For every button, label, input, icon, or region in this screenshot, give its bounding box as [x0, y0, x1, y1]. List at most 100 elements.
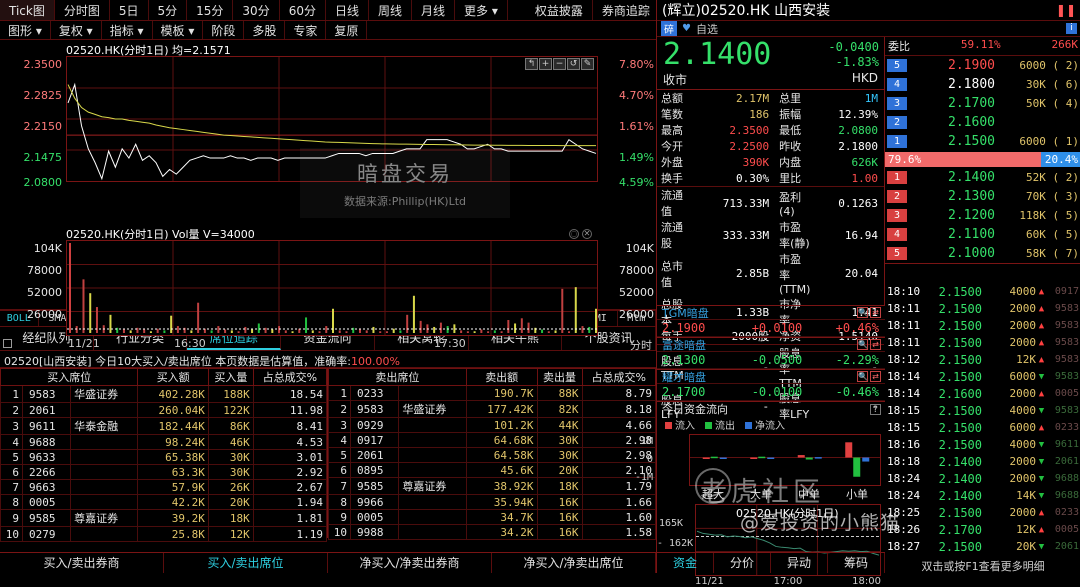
swap-icon[interactable]: ⇄ [870, 371, 881, 382]
right-tab-2[interactable]: 异动 [771, 553, 828, 573]
table-row[interactable]: 4 0917 64.68K 30K 2.98 [328, 432, 657, 448]
ask-level[interactable]: 1 2.1500 6000 ( 1) [885, 132, 1080, 151]
table-row[interactable]: 1 9583 华盛证券 402.28K 188K 18.54 [0, 385, 328, 403]
pause-icon[interactable]: ❚❚ [1055, 3, 1076, 17]
tick-row[interactable]: 18:24 2.1400 14K ▼ 9688 [885, 487, 1080, 504]
toolbar-expert[interactable]: 专家 [285, 21, 327, 39]
tick-row[interactable]: 18:16 2.1500 4000 ▼ 9611 [885, 436, 1080, 453]
chart-btn-zoomout-icon[interactable]: − [553, 58, 566, 70]
tick-row[interactable]: 18:14 2.1500 6000 ▼ 9583 [885, 368, 1080, 385]
tick-row[interactable]: 18:10 2.1500 4000 ▲ 0917 [885, 283, 1080, 300]
chart-btn-zoomin-icon[interactable]: + [539, 58, 552, 70]
tick-row[interactable]: 18:15 2.1500 6000 ▲ 0233 [885, 419, 1080, 436]
right-tab-0[interactable]: 资金 [657, 553, 714, 573]
tick-row[interactable]: 18:15 2.1500 4000 ▼ 9583 [885, 402, 1080, 419]
search-icon[interactable]: 🔍 [857, 371, 868, 382]
toolbar-shape[interactable]: 图形 ▾ [0, 21, 51, 39]
menu-monthly[interactable]: 月线 [412, 0, 456, 20]
menu-5min[interactable]: 5分 [149, 0, 188, 20]
right-tab-3[interactable]: 筹码 [828, 553, 885, 573]
table-row[interactable]: 10 0279 25.8K 12K 1.19 [0, 526, 328, 542]
menu-equity-disclosure[interactable]: 权益披露 [526, 0, 593, 20]
tick-row[interactable]: 18:25 2.1500 2000 ▲ 0233 [885, 504, 1080, 521]
ask-level[interactable]: 4 2.1800 30K ( 6) [885, 75, 1080, 94]
menu-broker-tracking[interactable]: 券商追踪 [593, 0, 660, 20]
tick-list[interactable]: 18:10 2.1500 4000 ▲ 0917 18:11 2.1500 2000 ▲ 9583… [885, 283, 1080, 558]
menu-daily[interactable]: 日线 [326, 0, 369, 20]
menu-15min[interactable]: 15分 [187, 0, 234, 20]
dark-pool-actions[interactable]: 🔍 ⇄ [857, 339, 885, 350]
table-row[interactable]: 6 0895 45.6K 20K 2.10 [328, 462, 657, 478]
nav-tab-0[interactable]: 经纪队列 [0, 327, 94, 350]
ask-level[interactable]: 3 2.1700 50K ( 4) [885, 94, 1080, 113]
volume-close-icon[interactable]: ✕ [582, 229, 592, 239]
buy-seat-table[interactable]: 买入席位 买入额 买入量 占总成交% 1 9583 华盛证券 402.28K 188K 18.54… [0, 368, 328, 542]
tick-row[interactable]: 18:12 2.1500 12K ▲ 9583 [885, 351, 1080, 368]
help-icon[interactable]: ? [870, 403, 881, 415]
volume-settings-icon[interactable]: ◌ [569, 229, 579, 239]
toolbar-adjust[interactable]: 复权 ▾ [51, 21, 102, 39]
bid-level[interactable]: 2 2.1300 70K ( 3) [885, 187, 1080, 206]
bottom-tab-3[interactable]: 净买入/净卖出席位 [492, 553, 656, 573]
bottom-tab-1[interactable]: 买入/卖出席位 [164, 553, 328, 573]
tick-row[interactable]: 18:26 2.1700 12K ▲ 0005 [885, 521, 1080, 538]
bid-levels[interactable]: 1 2.1400 52K ( 2) 2 2.1300 70K ( 3) 3 2.1200 118… [885, 168, 1080, 263]
table-row[interactable]: 3 0929 101.2K 44K 4.66 [328, 417, 657, 433]
menu-weekly[interactable]: 周线 [369, 0, 413, 20]
heart-icon[interactable]: ♥ [682, 23, 691, 34]
table-row[interactable]: 3 9611 华泰金融 182.44K 86K 8.41 [0, 417, 328, 435]
tick-row[interactable]: 18:11 2.1500 2000 ▲ 9583 [885, 334, 1080, 351]
volume-plot[interactable] [66, 240, 598, 336]
table-row[interactable]: 8 9966 35.94K 16K 1.66 [328, 494, 657, 510]
bid-level[interactable]: 4 2.1100 60K ( 5) [885, 225, 1080, 244]
table-row[interactable]: 2 2061 260.04K 122K 11.98 [0, 402, 328, 418]
bid-level[interactable]: 5 2.1000 58K ( 7) [885, 244, 1080, 263]
table-row[interactable]: 7 9663 57.9K 26K 2.67 [0, 479, 328, 495]
search-icon[interactable]: 🔍 [857, 307, 868, 318]
ask-level[interactable]: 5 2.1900 6000 ( 2) [885, 56, 1080, 75]
table-row[interactable]: 4 9688 98.24K 46K 4.53 [0, 434, 328, 450]
tick-row[interactable]: 18:11 2.1500 2000 ▲ 9583 [885, 300, 1080, 317]
table-row[interactable]: 7 9585 尊嘉证券 38.92K 18K 1.79 [328, 477, 657, 495]
menu-5day[interactable]: 5日 [110, 0, 149, 20]
swap-icon[interactable]: ⇄ [870, 339, 881, 350]
chart-btn-refresh-icon[interactable]: ↺ [567, 58, 580, 70]
toolbar-indicator[interactable]: 指标 ▾ [102, 21, 153, 39]
dark-pool-actions[interactable]: 🔍 ⇄ [857, 371, 885, 382]
menu-more[interactable]: 更多 ▾ [455, 0, 508, 20]
toolbar-multistock[interactable]: 多股 [244, 21, 286, 39]
sell-seat-table[interactable]: 卖出席位 卖出额 卖出量 占总成交% 1 0233 190.7K 88K 8.79 2 9583 华盛… [328, 368, 657, 540]
tick-row[interactable]: 18:18 2.1400 2000 ▼ 2061 [885, 453, 1080, 470]
chart-btn-undo-icon[interactable]: ↰ [525, 58, 538, 70]
toolbar-stage[interactable]: 阶段 [203, 21, 245, 39]
order-book[interactable]: 委比 59.11% 266K 5 2.1900 6000 ( 2) 4 2.1800 30… [885, 37, 1080, 282]
watchlist-label[interactable]: 自选 [695, 22, 718, 36]
volume-buttons[interactable]: ◌ ✕ [569, 229, 592, 239]
indicator-boll[interactable]: BOLL [0, 311, 39, 326]
table-row[interactable]: 8 0005 42.2K 20K 1.94 [0, 494, 328, 510]
right-tab-1[interactable]: 分价 [714, 553, 771, 573]
chart-tool-buttons[interactable]: ↰ + − ↺ ✎ [525, 58, 594, 70]
table-row[interactable]: 9 0005 34.7K 16K 1.60 [328, 509, 657, 525]
price-chart-area[interactable]: 02520.HK(分时1日) 均=2.1571 2.3500 2.2825 2.… [0, 40, 656, 352]
table-row[interactable]: 2 9583 华盛证券 177.42K 82K 8.18 [328, 400, 657, 418]
tick-row[interactable]: 18:11 2.1500 2000 ▲ 9583 [885, 317, 1080, 334]
chart-btn-draw-icon[interactable]: ✎ [581, 58, 594, 70]
price-plot[interactable] [66, 56, 598, 182]
bottom-tab-0[interactable]: 买入/卖出券商 [0, 553, 164, 573]
table-row[interactable]: 5 9633 65.38K 30K 3.01 [0, 449, 328, 465]
menu-tick[interactable]: Tick图 [0, 0, 55, 20]
indicator-mtm[interactable]: Mtm [618, 311, 657, 326]
menu-30min[interactable]: 30分 [233, 0, 280, 20]
chart-collapse-icon[interactable] [3, 339, 12, 348]
menu-60min[interactable]: 60分 [280, 0, 326, 20]
tick-row[interactable]: 18:24 2.1400 2000 ▼ 9688 [885, 470, 1080, 487]
tick-row[interactable]: 18:27 2.1500 20K ▼ 2061 [885, 538, 1080, 555]
toolbar-template[interactable]: 模板 ▾ [153, 21, 204, 39]
bid-level[interactable]: 1 2.1400 52K ( 2) [885, 168, 1080, 187]
table-row[interactable]: 9 9585 尊嘉证券 39.2K 18K 1.81 [0, 509, 328, 527]
table-row[interactable]: 10 9988 34.2K 16K 1.58 [328, 524, 657, 540]
tick-row[interactable]: 18:14 2.1600 2000 ▲ 0005 [885, 385, 1080, 402]
table-row[interactable]: 1 0233 190.7K 88K 8.79 [328, 385, 657, 401]
